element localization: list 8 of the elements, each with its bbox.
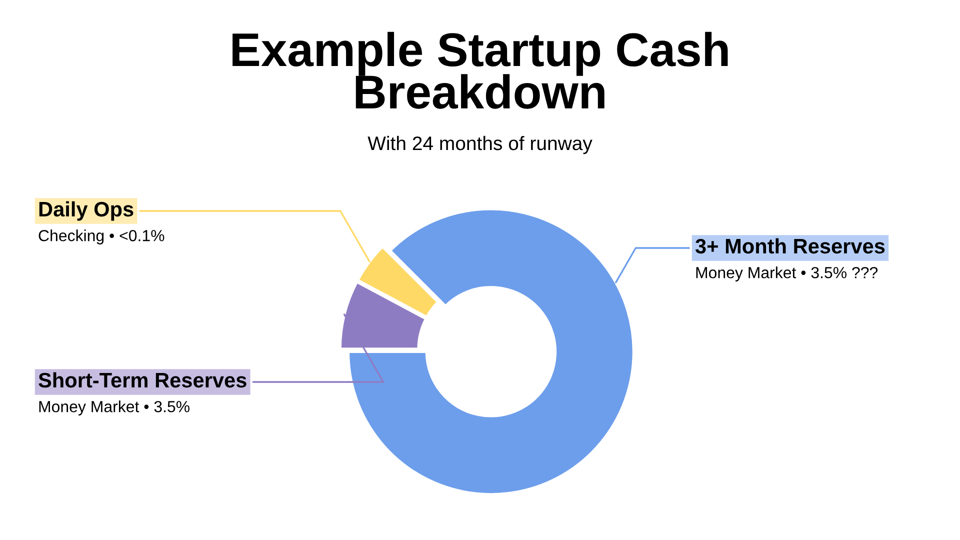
slice-label: Short-Term Reserves — [38, 372, 246, 388]
text: Checking • <0.1% — [38, 230, 164, 244]
chart-subtitle: With 24 months of runway — [368, 136, 592, 154]
text: Money Market • 3.5% ??? — [696, 266, 878, 282]
slice-label: 3+ Month Reserves — [695, 238, 885, 254]
slice-label: Daily Ops — [39, 201, 134, 221]
chart-title: Example Startup Cash Breakdown — [232, 32, 728, 109]
text: Money Market • 3.5% — [39, 400, 190, 416]
